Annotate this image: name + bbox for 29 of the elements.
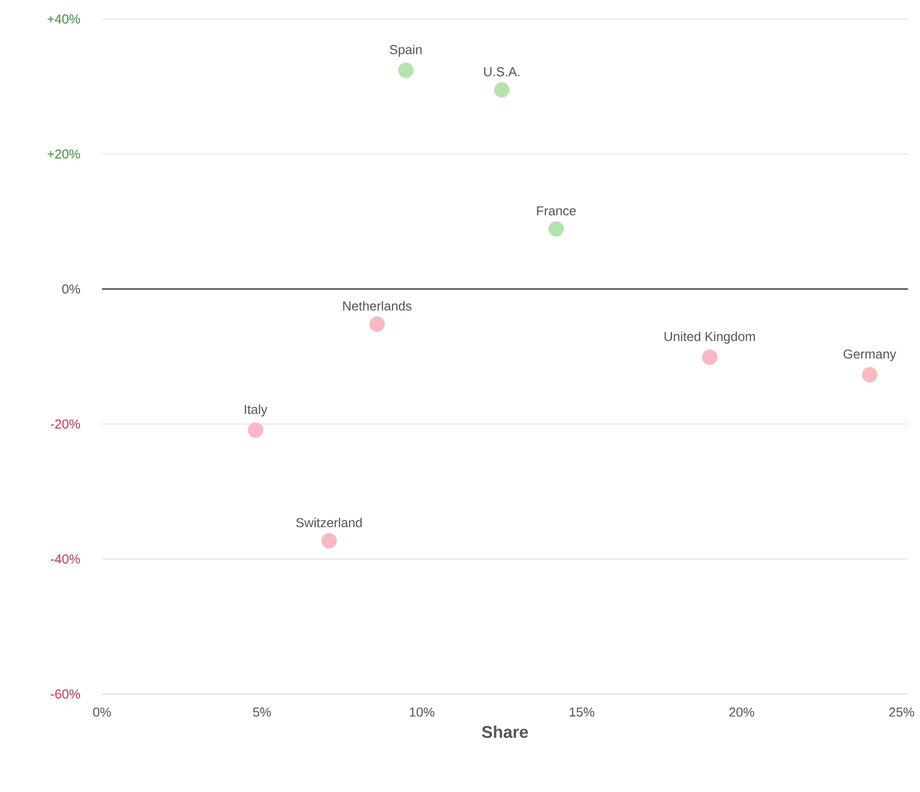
point [398,62,414,78]
point [862,367,878,382]
point [369,316,385,332]
series-label: Switzerland [296,518,362,528]
y-tick-label: +20% [48,149,80,159]
x-tick-label: 15% [570,708,594,717]
series-label: Italy [244,404,268,417]
x-axis-title: Share [482,726,528,738]
y-tick-label: 0% [62,284,80,294]
x-tick-label: 25% [889,708,914,717]
x-tick-label: 5% [253,708,271,717]
y-tick-label: +40% [48,14,80,24]
x-tick-label: 20% [729,708,754,717]
y-tick-label: -20% [50,419,80,429]
series-label: U.S.A. [484,67,520,76]
y-tick-label: -60% [50,689,80,699]
point [494,82,510,98]
y-tick-label: -40% [50,554,80,564]
point [321,533,337,548]
x-tick-label: 0% [93,708,111,717]
series-label: France [537,206,576,216]
series-label: Netherlands [343,301,412,311]
point [548,221,564,237]
series-label: Germany [844,349,896,362]
x-tick-label: 10% [410,708,434,717]
series-label: Spain [390,44,422,57]
series-label: United Kingdom [664,332,755,344]
point [702,349,718,365]
point [248,422,264,438]
